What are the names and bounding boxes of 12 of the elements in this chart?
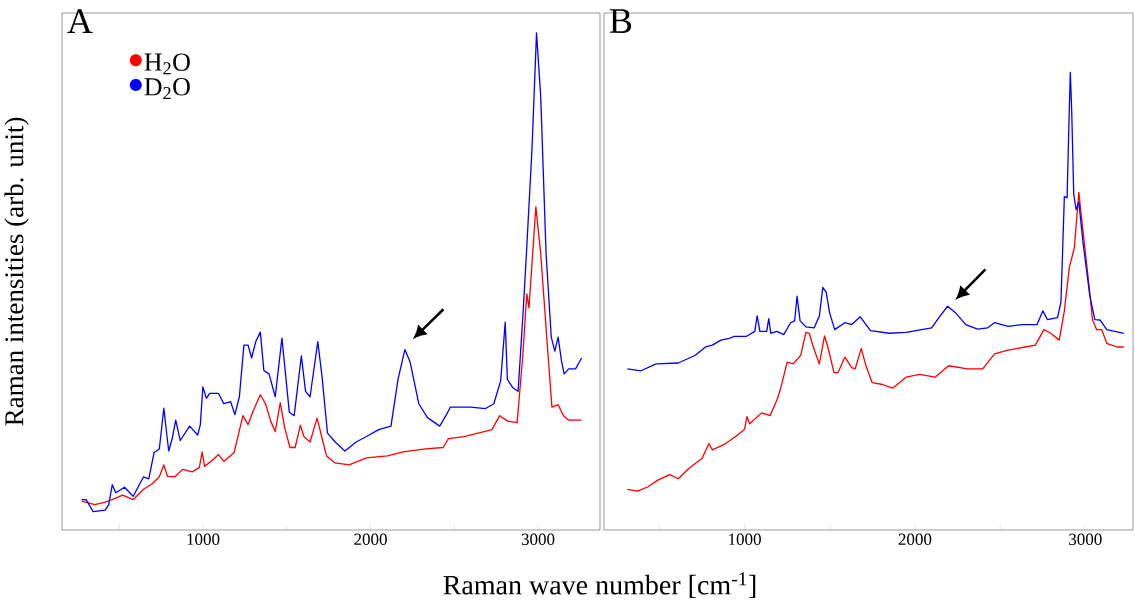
legend-label: H$_{2}$O bbox=[144, 53, 190, 75]
x-tick-label: 2000 bbox=[898, 533, 932, 546]
x-axis-title: Raman wave number [cm$^{-1}$] bbox=[443, 572, 756, 599]
x-tick-label: 1000 bbox=[729, 533, 761, 546]
x-tick-label: 2000 bbox=[354, 533, 387, 546]
x-tick-label: 3000 bbox=[1069, 533, 1102, 546]
x-tick-label: 1000 bbox=[187, 533, 220, 546]
legend-label: D$_{2}$O bbox=[144, 78, 190, 100]
chart-title: B bbox=[609, 9, 632, 33]
x-tick-label: 3000 bbox=[521, 533, 555, 546]
y-axis-title: Raman intensities (arb. unit) bbox=[4, 117, 29, 426]
chart-title: A bbox=[67, 9, 93, 33]
